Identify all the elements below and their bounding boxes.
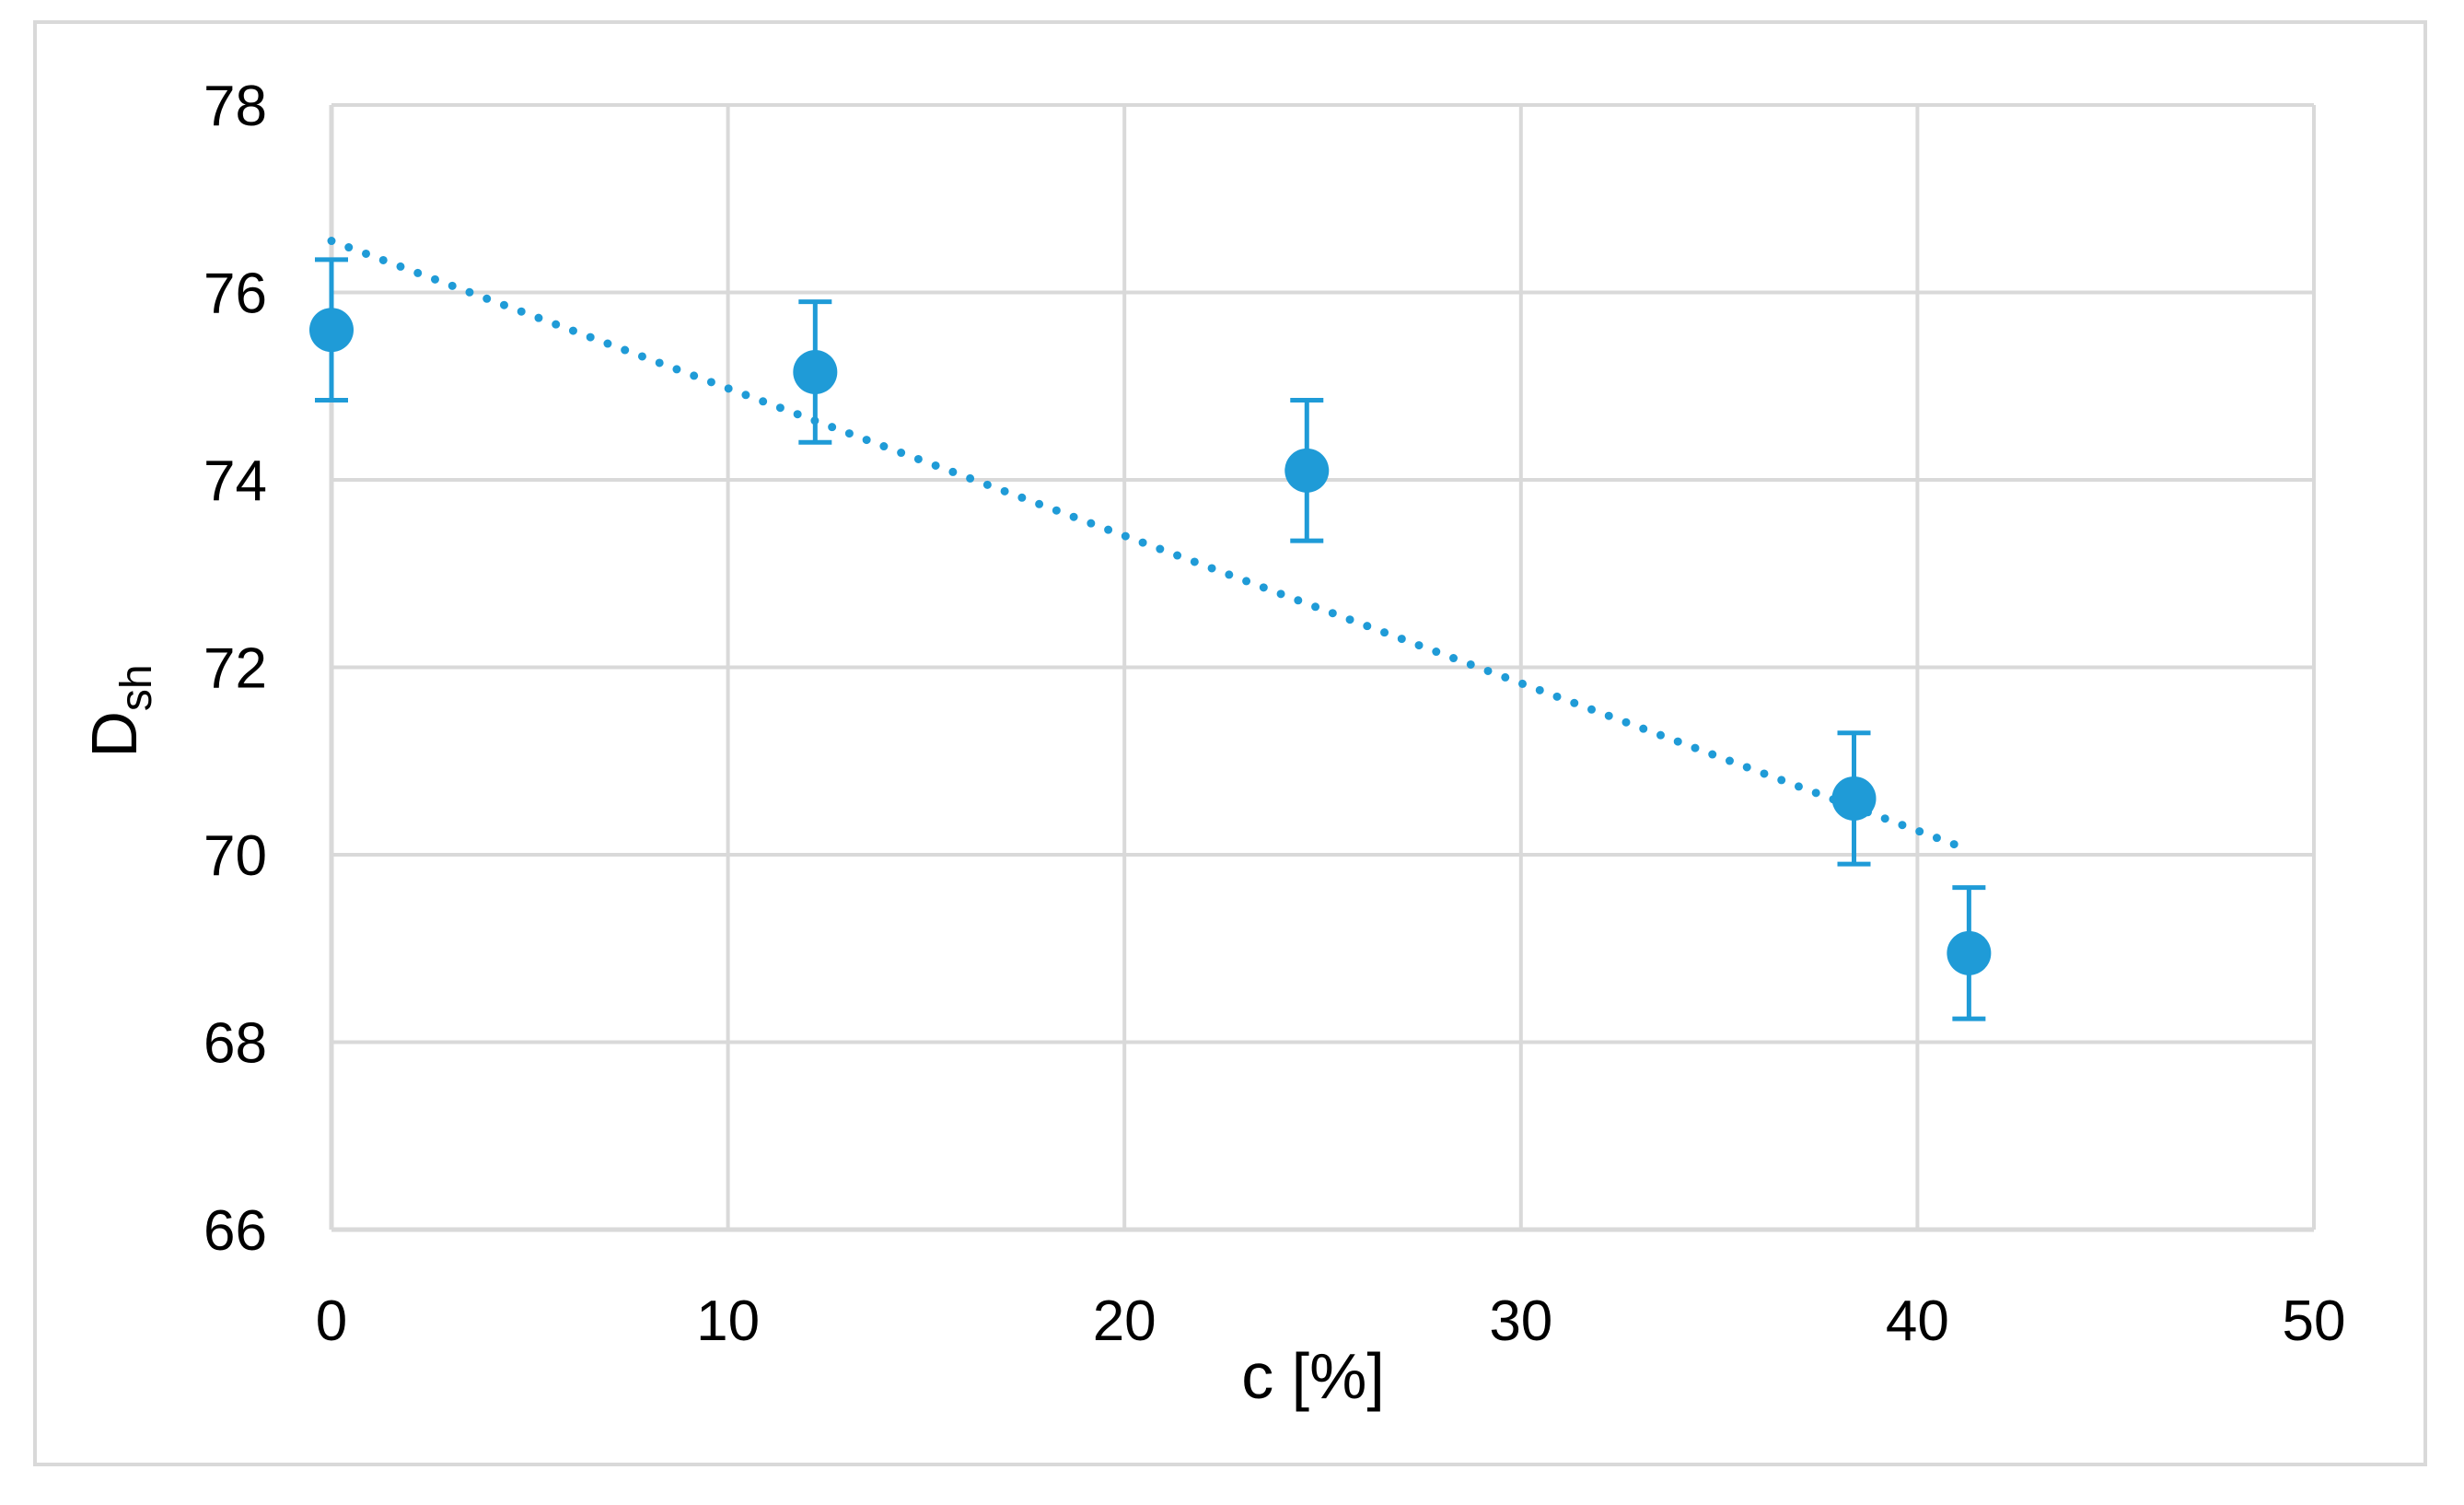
x-tick-label: 0 xyxy=(316,1289,347,1353)
x-tick-labels: 0 10 20 30 40 50 xyxy=(316,1289,2346,1353)
trendline xyxy=(327,237,1961,850)
y-axis-title: Dsh xyxy=(78,664,161,757)
x-tick-label: 50 xyxy=(2283,1289,2346,1353)
data-point xyxy=(1947,930,1992,975)
data-points xyxy=(309,308,1992,975)
y-tick-labels: 66 68 70 72 74 76 78 xyxy=(203,75,267,1263)
chart-frame xyxy=(33,20,2427,1466)
y-tick-label: 78 xyxy=(203,75,267,138)
x-tick-label: 10 xyxy=(696,1289,760,1353)
error-bars xyxy=(315,257,1986,1021)
x-tick-label: 20 xyxy=(1093,1289,1156,1353)
x-axis-title: c [%] xyxy=(1241,1340,1385,1412)
y-tick-label: 76 xyxy=(203,262,267,326)
y-tick-label: 74 xyxy=(203,449,267,513)
y-axis-title-main: D xyxy=(78,711,150,758)
y-axis-title-sub: sh xyxy=(112,664,161,711)
y-tick-label: 72 xyxy=(203,637,267,701)
y-tick-label: 68 xyxy=(203,1012,267,1076)
x-tick-label: 30 xyxy=(1489,1289,1552,1353)
y-tick-label: 66 xyxy=(203,1199,267,1263)
y-tick-label: 70 xyxy=(203,824,267,888)
data-point xyxy=(309,308,354,353)
data-point xyxy=(793,349,838,394)
grid xyxy=(331,103,2316,1230)
x-tick-label: 40 xyxy=(1886,1289,1949,1353)
trendline-path xyxy=(327,237,1961,850)
data-point xyxy=(1831,776,1877,821)
data-point xyxy=(1284,448,1330,493)
